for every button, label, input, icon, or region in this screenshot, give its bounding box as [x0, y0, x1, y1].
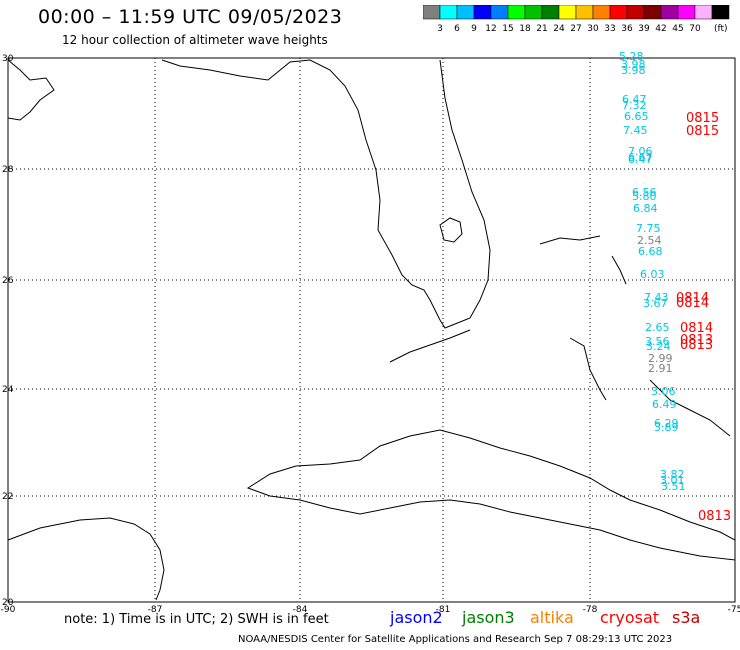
wave-height-label: 3.24	[646, 340, 671, 353]
wave-height-label: 3.56	[645, 335, 670, 348]
pass-time-label: 0815	[686, 124, 719, 139]
wave-height-label: 7.43	[644, 291, 669, 304]
satellite-legend-item: altika	[530, 608, 574, 627]
colorbar-unit: (ft)	[714, 24, 728, 34]
lat-label: 30	[2, 54, 14, 64]
graticule	[8, 58, 735, 602]
lon-label: -81	[436, 605, 451, 615]
satellite-legend-item: s3a	[672, 608, 701, 627]
wave-height-label: 6.47	[628, 153, 653, 166]
wave-height-label: 3.51	[661, 480, 686, 493]
colorbar-label: 18	[519, 24, 531, 34]
lake-okeechobee	[439, 217, 463, 243]
pass-time-label: 0814	[676, 296, 709, 311]
lat-label: 22	[2, 492, 13, 502]
lon-label: -78	[583, 605, 598, 615]
colorbar-label: 9	[471, 24, 477, 34]
colorbar-label: 12	[485, 24, 496, 34]
wave-height-label: 6.49	[652, 398, 677, 411]
gulf-coast-west	[7, 59, 55, 121]
colorbar-label: 24	[553, 24, 565, 34]
wave-height-label: 6.47	[622, 93, 647, 106]
lat-label: 26	[2, 276, 14, 286]
colorbar-label: 33	[604, 24, 615, 34]
colorbar-label: 21	[536, 24, 547, 34]
colorbar-label: 39	[638, 24, 650, 34]
wave-height-label: 5.80	[632, 190, 657, 203]
bahamas-east	[649, 379, 731, 437]
footer-note: note: 1) Time is in UTC; 2) SWH is in fe…	[64, 612, 329, 627]
wave-height-label: 3.06	[651, 385, 676, 398]
lat-label: 24	[2, 385, 14, 395]
wave-height-label: 6.68	[638, 245, 663, 258]
florida-keys	[389, 329, 471, 363]
map-title: 00:00 – 11:59 UTC 09/05/2023	[38, 6, 343, 28]
colorbar-label: 36	[621, 24, 633, 34]
pass-time-label: 0814	[676, 291, 709, 306]
coastlines	[7, 59, 736, 601]
colorbar-label: 27	[570, 24, 581, 34]
colorbar-label: 45	[672, 24, 683, 34]
colorbar-label: 70	[689, 24, 701, 34]
wave-height-label: 3.98	[621, 58, 646, 71]
wave-height-label: 7.32	[622, 99, 647, 112]
lat-label: 20	[2, 598, 14, 608]
lon-label: -84	[293, 605, 308, 615]
abaco	[611, 255, 627, 285]
satellite-legend-item: jason2	[390, 608, 443, 627]
pass-time-label: 0813	[698, 509, 731, 524]
map-frame	[7, 57, 736, 603]
florida-coastline	[161, 59, 491, 329]
wave-height-label: 2.99	[648, 352, 673, 365]
wave-height-label: 3.98	[621, 64, 646, 77]
wave-height-label: 6.29	[654, 417, 679, 430]
pass-time-label: 0813	[680, 338, 713, 353]
wave-height-label: 2.54	[637, 234, 662, 247]
wave-height-labels: 5.283.983.986.477.326.657.457.066.676.47…	[619, 50, 686, 493]
colorbar-label: 15	[502, 24, 513, 34]
cuba-coastline	[246, 429, 736, 561]
axis-labels: 30 28 26 24 22 20-90 -87 -84 -81 -78 -75	[1, 54, 740, 615]
lat-label: 28	[2, 165, 14, 175]
colorbar-label: 6	[454, 24, 460, 34]
wave-height-label: 6.03	[640, 268, 665, 281]
wave-height-label: 7.06	[628, 145, 653, 158]
pass-time-label: 0813	[680, 333, 713, 348]
wave-height-label: 7.45	[623, 124, 648, 137]
lon-label: -87	[148, 605, 163, 615]
grand-bahama	[539, 235, 601, 245]
wave-height-label: 2.91	[648, 362, 673, 375]
colorbar-label: 30	[587, 24, 599, 34]
yucatan-coastline	[7, 517, 165, 601]
wave-height-label: 3.67	[643, 297, 668, 310]
wave-height-label: 7.75	[636, 222, 661, 235]
wave-height-label: 6.84	[633, 202, 658, 215]
pass-time-label: 0815	[686, 111, 719, 126]
colorbar-label: 3	[437, 24, 443, 34]
wave-height-label: 3.89	[654, 421, 679, 434]
wave-height-label: 5.28	[619, 50, 644, 63]
satellite-legend-item: jason3	[462, 608, 515, 627]
wave-height-label: 6.67	[628, 151, 653, 164]
pass-time-label: 0814	[680, 321, 713, 336]
lon-label: -90	[1, 605, 16, 615]
lon-label: -75	[728, 605, 740, 615]
wave-height-label: 3.01	[660, 474, 685, 487]
satellite-legend-item: cryosat	[600, 608, 660, 627]
color-scale-legend: 3 6 9 12 15 18 21 24 27 30 33 36 39 42 45 70 (ft)	[423, 5, 730, 34]
wave-height-label: 6.65	[624, 110, 649, 123]
colorbar-label: 42	[655, 24, 666, 34]
wave-height-label: 2.65	[645, 321, 670, 334]
map-subtitle: 12 hour collection of altimeter wave hei…	[62, 33, 328, 47]
andros	[569, 337, 607, 401]
wave-height-label: 3.82	[660, 468, 685, 481]
footer-credit: NOAA/NESDIS Center for Satellite Applica…	[238, 634, 673, 645]
colorbar-swatch	[711, 5, 730, 20]
wave-height-label: 6.56	[632, 186, 657, 199]
